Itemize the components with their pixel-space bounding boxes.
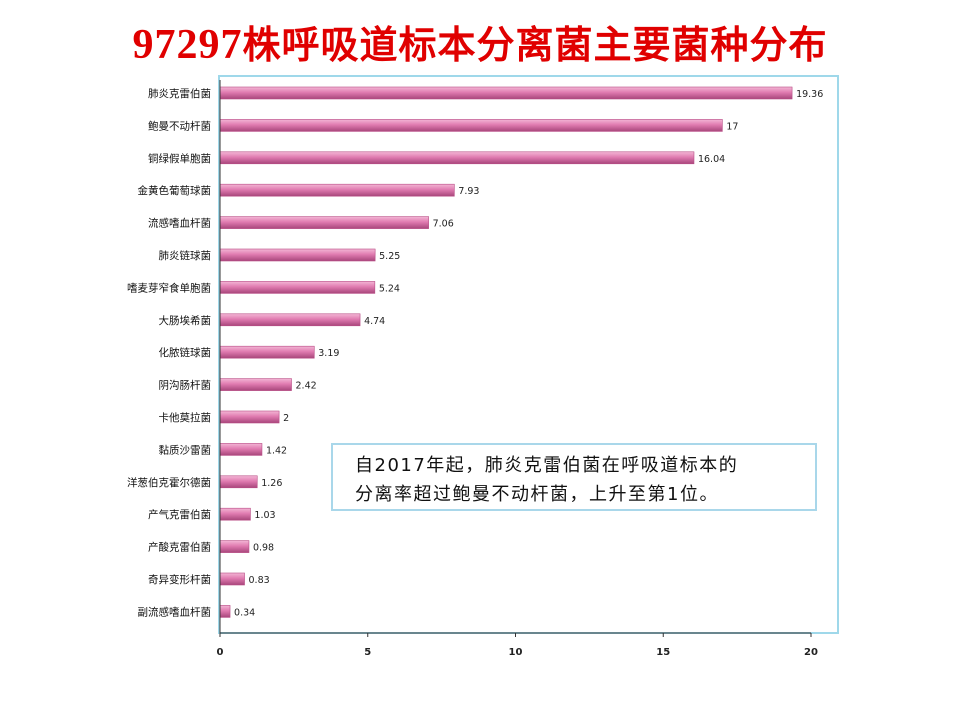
data-label: 17 <box>726 121 738 132</box>
bar <box>219 183 455 197</box>
data-label: 5.24 <box>379 283 400 294</box>
data-label: 3.19 <box>318 348 339 359</box>
category-label: 黏质沙雷菌 <box>159 443 212 456</box>
x-tick-label: 20 <box>804 647 818 658</box>
category-label: 金黄色葡萄球菌 <box>138 184 212 197</box>
category-label: 鲍曼不动杆菌 <box>148 119 211 132</box>
bar <box>219 410 280 424</box>
data-label: 0.98 <box>253 543 274 554</box>
bar <box>219 281 376 294</box>
title-number: 97297 <box>132 22 243 68</box>
data-label: 7.93 <box>458 186 479 197</box>
category-label: 流感嗜血杆菌 <box>148 217 211 230</box>
data-label: 4.74 <box>364 316 385 327</box>
data-label: 7.06 <box>433 219 454 230</box>
category-label: 化脓链球菌 <box>159 346 212 359</box>
category-label: 大肠埃希菌 <box>159 314 212 327</box>
bar <box>219 605 231 618</box>
data-label: 5.25 <box>379 251 400 262</box>
category-label: 铜绿假单胞菌 <box>148 152 211 165</box>
annotation-line-1: 自2017年起，肺炎克雷伯菌在呼吸道标本的 <box>355 455 739 476</box>
data-label: 1.42 <box>266 445 287 456</box>
category-label: 产气克雷伯菌 <box>148 508 211 521</box>
bar <box>219 540 250 553</box>
category-label: 奇异变形杆菌 <box>148 573 211 586</box>
title-text: 株呼吸道标本分离菌主要菌种分布 <box>242 22 828 67</box>
bar <box>219 151 695 165</box>
data-label: 1.03 <box>254 510 275 521</box>
data-label: 2 <box>283 413 289 424</box>
data-label: 0.34 <box>234 607 255 618</box>
bar <box>219 475 258 489</box>
bar <box>219 86 793 100</box>
annotation-line-2: 分离率超过鲍曼不动杆菌，上升至第1位。 <box>355 484 719 505</box>
data-label: 19.36 <box>796 89 823 100</box>
data-label: 2.42 <box>296 381 317 392</box>
bar <box>219 216 429 229</box>
bar <box>219 248 376 262</box>
category-label: 阴沟肠杆菌 <box>159 379 212 392</box>
category-label: 肺炎链球菌 <box>159 249 212 262</box>
bar <box>219 119 723 132</box>
category-label: 产酸克雷伯菌 <box>148 541 211 554</box>
bar <box>219 443 263 456</box>
category-label: 卡他莫拉菌 <box>159 411 212 424</box>
annotation-box: 自2017年起，肺炎克雷伯菌在呼吸道标本的 分离率超过鲍曼不动杆菌，上升至第1位… <box>331 443 817 511</box>
data-label: 16.04 <box>698 154 725 165</box>
category-label: 副流感嗜血杆菌 <box>138 605 212 618</box>
category-label: 肺炎克雷伯菌 <box>148 87 211 100</box>
slide-title: 97297株呼吸道标本分离菌主要菌种分布 <box>0 14 960 69</box>
bar <box>219 378 292 391</box>
bar <box>219 345 315 359</box>
category-label: 嗜麦芽窄食单胞菌 <box>127 281 211 294</box>
bar <box>219 313 361 327</box>
x-tick-label: 15 <box>656 647 670 658</box>
data-label: 1.26 <box>261 478 282 489</box>
bar <box>219 572 245 586</box>
x-tick-label: 5 <box>364 647 371 658</box>
x-tick-label: 0 <box>217 647 224 658</box>
category-label: 洋葱伯克霍尔德菌 <box>127 476 211 489</box>
data-label: 0.83 <box>249 575 270 586</box>
bar <box>219 507 251 521</box>
x-tick-label: 10 <box>509 647 523 658</box>
